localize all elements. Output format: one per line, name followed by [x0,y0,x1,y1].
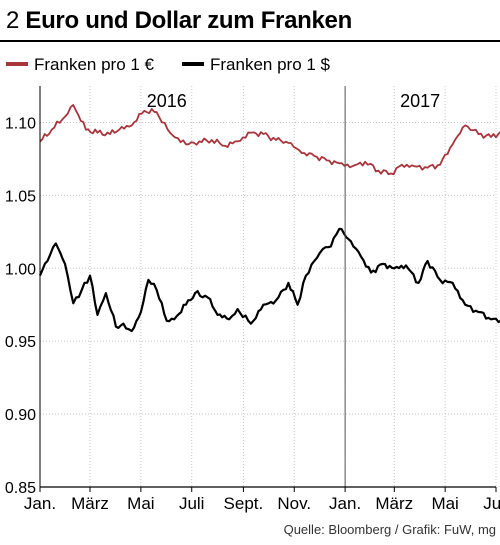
legend-label-euro: Franken pro 1 € [34,55,155,74]
x-tick-label: Mai [127,494,154,513]
x-tick-label: Nov. [277,494,311,513]
x-tick-label: Juli [179,494,205,513]
year-label: 2016 [147,91,187,111]
legend-swatch-euro [6,61,28,66]
y-tick-label: 0.95 [5,334,36,351]
grid-layer [39,86,497,487]
legend-item-euro: Franken pro 1 € [6,54,154,76]
source-note: Quelle: Bloomberg / Grafik: FuW, mg [283,522,496,537]
x-tick-label: Jan. [329,494,361,513]
series-line-dollar [38,227,500,333]
y-tick-label: 0.90 [5,407,36,424]
x-tick-label: Juli [483,494,500,513]
y-tick-label: 0.85 [5,480,36,497]
title-divider [0,40,500,42]
x-tick-label: Sept. [224,494,264,513]
series-layer [38,104,500,333]
legend-label-dollar: Franken pro 1 $ [210,55,331,74]
chart-number: 2 [6,7,20,34]
chart-title-row: 2 Euro und Dollar zum Franken [6,4,352,38]
year-label: 2017 [400,91,440,111]
legend-item-dollar: Franken pro 1 $ [182,54,330,76]
series-line-euro [39,104,500,176]
legend-swatch-dollar [182,61,204,66]
x-tick-label: März [71,494,109,513]
y-tick-label: 1.00 [5,261,36,278]
x-tick-label: März [375,494,413,513]
chart-title: Euro und Dollar zum Franken [25,7,352,34]
y-tick-label: 1.10 [5,115,36,132]
y-tick-label: 1.05 [5,188,36,205]
x-tick-label: Jan. [24,494,56,513]
x-tick-label: Mai [431,494,458,513]
